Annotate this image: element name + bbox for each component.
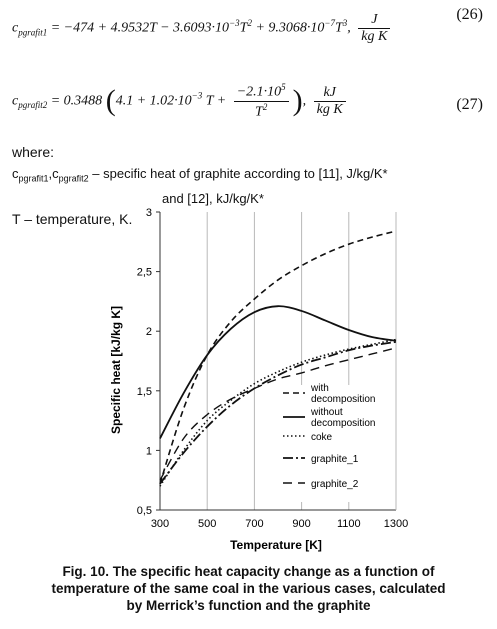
- x-axis-label: Temperature [K]: [230, 538, 322, 552]
- legend-label: with decomposition: [310, 383, 375, 405]
- y-axis-label: Specific heat [kJ/kg K]: [109, 306, 123, 434]
- series-line-with-decomposition: [159, 230, 397, 485]
- y-tick-label: 0,5: [137, 505, 152, 517]
- definition-line-2: and [12], kJ/kg/K*: [162, 190, 264, 206]
- y-tick-label: 2,5: [137, 267, 152, 279]
- x-tick-label: 700: [245, 518, 263, 530]
- figure-caption: Fig. 10. The specific heat capacity chan…: [0, 563, 497, 614]
- series-lines: [159, 230, 397, 487]
- caption-line-1: Fig. 10. The specific heat capacity chan…: [62, 564, 435, 579]
- equation-27-expression: cpgrafit2 = 0.3488 (4.1 + 1.02·10−3 T + …: [12, 82, 350, 120]
- x-tick-label: 900: [292, 518, 310, 530]
- x-tick-label: 1100: [337, 518, 361, 530]
- x-tick-label: 300: [151, 518, 169, 530]
- chart-axes: [156, 211, 397, 511]
- definitions: cpgrafit1,cpgrafit2 – specific heat of g…: [12, 164, 488, 229]
- y-tick-label: 3: [146, 207, 152, 219]
- definition-line-1: cpgrafit1,cpgrafit2 – specific heat of g…: [12, 166, 388, 184]
- equation-27-unit: kJ kg K: [313, 85, 346, 118]
- legend-label: graphite_2: [311, 479, 359, 490]
- caption-line-2: temperature of the same coal in the vari…: [51, 581, 446, 596]
- x-tick-label: 1300: [384, 518, 408, 530]
- series-line-without-decomposition: [159, 305, 397, 439]
- y-tick-labels: 0,5 1 1,5 2 2,5 3: [137, 207, 152, 517]
- equation-27-fraction: −2.1·105 T2: [233, 82, 289, 120]
- equation-27-number: (27): [456, 96, 483, 113]
- where-label: where:: [12, 144, 55, 160]
- equation-27: cpgrafit2 = 0.3488 (4.1 + 1.02·10−3 T + …: [0, 74, 497, 126]
- series-line-coke: [159, 338, 397, 487]
- series-line-graphite-2: [159, 347, 397, 481]
- y-tick-label: 1: [146, 445, 152, 457]
- equation-26-expression: cpgrafit1 = −474 + 4.9532T − 3.6093·10−3…: [12, 12, 394, 45]
- caption-line-3: by Merrick’s function and the graphite: [126, 598, 371, 613]
- legend-box: [277, 385, 391, 502]
- series-line-graphite-1: [159, 341, 397, 485]
- x-tick-labels: 300 500 700 900 1100 1300: [151, 518, 408, 530]
- y-tick-label: 2: [146, 326, 152, 338]
- definition-line-3: T – temperature, K.: [12, 210, 133, 227]
- y-tick-label: 1,5: [137, 386, 152, 398]
- x-tick-label: 500: [198, 518, 216, 530]
- legend-label: graphite_1: [311, 454, 359, 465]
- equation-26: cpgrafit1 = −474 + 4.9532T − 3.6093·10−3…: [0, 2, 497, 54]
- legend-label: without decomposition: [310, 407, 375, 429]
- equation-26-unit: J kg K: [358, 12, 391, 45]
- legend-label: coke: [311, 432, 333, 443]
- specific-heat-chart: 300 500 700 900 1100 1300 0,5 1 1,5 2 2,5 3 with de…: [109, 207, 408, 552]
- equation-26-number: (26): [456, 6, 483, 23]
